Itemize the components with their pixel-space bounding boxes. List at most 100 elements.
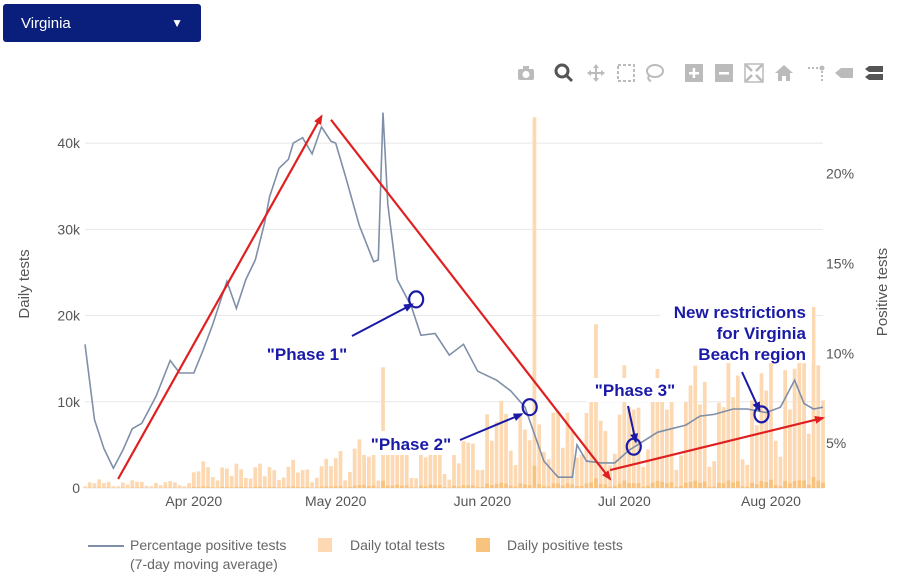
bar-total-tests — [452, 449, 456, 488]
legend-label-positive-tests: Daily positive tests — [507, 537, 623, 553]
bar-positive-tests — [272, 486, 277, 488]
annotation-label-bg — [660, 300, 812, 321]
bar-positive-tests — [348, 487, 352, 488]
bar-total-tests — [286, 466, 291, 488]
autoscale-icon[interactable] — [743, 62, 765, 84]
bar-positive-tests — [414, 487, 419, 488]
bar-positive-tests — [385, 485, 390, 488]
zoom-in-icon[interactable] — [683, 62, 705, 84]
bar-positive-tests — [698, 482, 702, 488]
x-tick-label: Jul 2020 — [598, 493, 651, 509]
y-right-tick-label: 10% — [826, 345, 854, 361]
bar-positive-tests — [683, 482, 688, 488]
bar-total-tests — [366, 456, 371, 488]
zoom-out-icon[interactable] — [713, 62, 735, 84]
state-dropdown[interactable]: Virginia ▼ — [3, 4, 201, 42]
bar-positive-tests — [622, 480, 627, 488]
bar-total-tests — [262, 476, 267, 488]
bar-positive-tests — [631, 483, 636, 488]
pan-icon[interactable] — [585, 62, 607, 84]
x-tick-label: Apr 2020 — [165, 493, 222, 509]
bar-total-tests — [821, 400, 825, 488]
bar-total-tests — [646, 449, 650, 488]
bar-positive-tests — [428, 484, 433, 488]
bar-total-tests — [579, 454, 584, 488]
bar-total-tests — [428, 432, 433, 488]
bar-positive-tests — [707, 486, 712, 488]
bar-total-tests — [778, 456, 783, 488]
bar-total-tests — [168, 481, 173, 488]
bar-total-tests — [210, 477, 215, 488]
bar-total-tests — [154, 482, 158, 488]
y-right-tick-label: 20% — [826, 166, 854, 182]
bar-total-tests — [783, 370, 788, 488]
bar-total-tests — [173, 482, 177, 488]
bar-total-tests — [385, 448, 390, 488]
bar-total-tests — [688, 385, 693, 488]
bar-total-tests — [575, 457, 579, 488]
annotation-pointer — [351, 303, 414, 337]
bar-positive-tests — [362, 484, 366, 488]
bar-positive-tests — [504, 483, 508, 488]
bar-total-tests — [182, 486, 187, 488]
bar-total-tests — [329, 466, 333, 488]
hover-compare-icon[interactable] — [863, 62, 885, 84]
x-tick-label: May 2020 — [305, 493, 367, 509]
bar-positive-tests — [532, 465, 537, 488]
bar-positive-tests — [802, 480, 806, 488]
bar-total-tests — [239, 469, 243, 488]
bar-total-tests — [267, 467, 272, 488]
hover-closest-icon[interactable] — [833, 62, 855, 84]
bar-positive-tests — [778, 486, 783, 488]
bar-total-tests — [475, 470, 480, 488]
bar-total-tests — [83, 486, 87, 488]
bar-positive-tests — [551, 483, 556, 488]
bar-total-tests — [144, 485, 149, 488]
bar-total-tests — [560, 447, 565, 488]
bar-total-tests — [433, 446, 437, 488]
bar-total-tests — [584, 413, 589, 488]
legend-label-percentage: Percentage positive tests (7-day moving … — [130, 537, 287, 572]
box-select-icon[interactable] — [615, 62, 637, 84]
bar-total-tests — [314, 477, 319, 488]
bar-total-tests — [546, 459, 551, 488]
bar-positive-tests — [234, 486, 239, 488]
bar-positive-tests — [674, 486, 679, 488]
lasso-select-icon[interactable] — [643, 62, 665, 84]
bar-positive-tests — [821, 482, 825, 488]
spike-lines-icon[interactable] — [805, 62, 827, 84]
annotation-label: "Phase 1" — [267, 345, 347, 364]
bar-total-tests — [466, 442, 471, 488]
bar-total-tests — [187, 483, 191, 488]
bar-positive-tests — [783, 480, 788, 488]
bar-positive-tests — [201, 486, 206, 488]
bar-total-tests — [717, 402, 721, 488]
bar-positive-tests — [281, 487, 286, 488]
bar-positive-tests — [641, 486, 646, 488]
bar-total-tests — [712, 461, 717, 488]
bar-total-tests — [191, 472, 196, 488]
bar-total-tests — [333, 458, 338, 488]
bar-positive-tests — [806, 484, 811, 488]
bar-total-tests — [362, 437, 366, 488]
bar-positive-tests — [433, 485, 437, 488]
zoom-icon[interactable] — [553, 62, 575, 84]
bar-positive-tests — [333, 486, 338, 488]
bar-total-tests — [485, 414, 489, 488]
bar-total-tests — [97, 479, 102, 488]
bar-positive-tests — [452, 485, 456, 488]
bar-total-tests — [471, 443, 475, 488]
bar-positive-tests — [423, 486, 428, 488]
bar-positive-tests — [97, 487, 102, 488]
bar-positive-tests — [612, 485, 617, 488]
bar-total-tests — [721, 407, 726, 488]
bar-total-tests — [707, 466, 712, 488]
bar-positive-tests — [598, 483, 603, 488]
bar-total-tests — [494, 421, 499, 488]
reset-axes-icon[interactable] — [773, 62, 795, 84]
bar-positive-tests — [773, 485, 778, 488]
bar-total-tests — [87, 482, 92, 488]
camera-icon[interactable] — [515, 62, 537, 84]
bar-total-tests — [102, 482, 106, 488]
